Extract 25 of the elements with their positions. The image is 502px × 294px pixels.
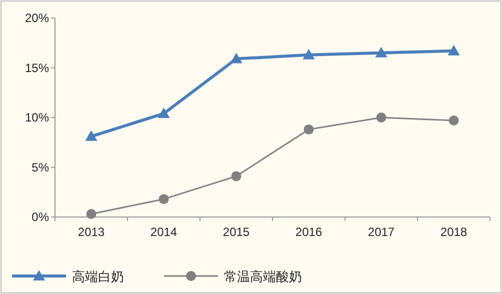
x-tick-label: 2013: [78, 225, 105, 239]
x-tick-label: 2016: [295, 225, 322, 239]
y-tick-label: 0%: [32, 210, 50, 224]
point: [230, 52, 242, 64]
x-tick-label: 2017: [368, 225, 395, 239]
point: [158, 108, 170, 118]
point: [158, 194, 169, 204]
x-tick-label: 2018: [440, 225, 468, 239]
point: [86, 209, 96, 220]
point: [231, 171, 242, 182]
y-tick-label: 10%: [24, 110, 50, 124]
point: [304, 124, 314, 134]
point: [376, 112, 386, 122]
x-tick-label: 2015: [222, 225, 250, 239]
y-tick-label: 15%: [24, 60, 50, 75]
point: [448, 115, 459, 126]
y-tick-label: 5%: [32, 160, 50, 174]
y-tick-label: 20%: [24, 11, 50, 25]
point: [375, 46, 388, 58]
x-tick-label: 2014: [150, 225, 178, 239]
legend-label: 常温高端酸奶: [224, 269, 302, 284]
point: [302, 48, 315, 60]
legend-label: 高端白奶: [72, 269, 124, 284]
point: [85, 130, 98, 141]
point: [448, 44, 460, 56]
